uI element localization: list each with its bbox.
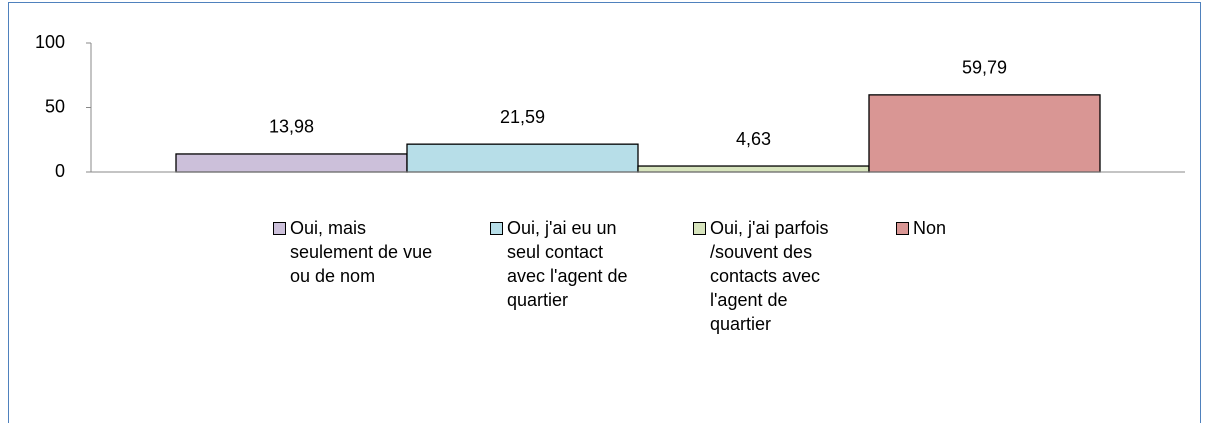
y-tick-label: 100 <box>35 32 65 52</box>
legend-item: Oui, mais seulement de vue ou de nom <box>273 216 445 288</box>
legend-label: Non <box>913 218 947 238</box>
y-tick-label: 0 <box>55 161 65 181</box>
legend-swatch <box>896 222 909 235</box>
data-label: 59,79 <box>962 58 1007 78</box>
legend-item: Non <box>896 216 1033 240</box>
y-tick-label: 50 <box>45 96 65 116</box>
bar <box>406 143 639 173</box>
data-label: 21,59 <box>500 107 545 127</box>
bar <box>868 94 1101 173</box>
legend-item: Oui, j'ai parfois /souvent des contacts … <box>693 216 850 336</box>
legend-swatch <box>273 222 286 235</box>
legend-swatch <box>693 222 706 235</box>
bar <box>637 165 870 173</box>
legend-item: Oui, j'ai eu un seul contact avec l'agen… <box>490 216 645 312</box>
legend-label: Oui, mais seulement de vue ou de nom <box>290 218 433 286</box>
legend-label: Oui, j'ai eu un seul contact avec l'agen… <box>507 218 628 310</box>
data-label: 13,98 <box>269 117 314 137</box>
legend-label: Oui, j'ai parfois /souvent des contacts … <box>710 218 829 334</box>
data-label: 4,63 <box>736 129 771 149</box>
bar <box>175 153 408 173</box>
chart-border <box>8 2 1201 423</box>
legend-swatch <box>490 222 503 235</box>
